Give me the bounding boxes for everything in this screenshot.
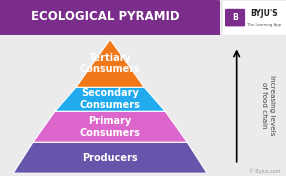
FancyBboxPatch shape (225, 9, 245, 26)
FancyBboxPatch shape (0, 0, 225, 35)
Text: B: B (232, 13, 238, 22)
Text: Tertiary
Consumers: Tertiary Consumers (80, 53, 140, 74)
Polygon shape (33, 111, 187, 142)
Text: ECOLOGICAL PYRAMID: ECOLOGICAL PYRAMID (31, 10, 180, 23)
Text: Increasing levels
of food chain: Increasing levels of food chain (261, 75, 275, 136)
Text: Secondary
Consumers: Secondary Consumers (80, 89, 140, 110)
Text: The Learning App: The Learning App (247, 23, 281, 27)
Polygon shape (76, 39, 144, 87)
Text: © Byjus.com: © Byjus.com (249, 169, 280, 174)
Text: Primary
Consumers: Primary Consumers (80, 116, 140, 137)
Polygon shape (13, 142, 207, 173)
FancyBboxPatch shape (221, 0, 286, 35)
Text: BYJU'S: BYJU'S (250, 9, 278, 18)
Text: Producers: Producers (82, 153, 138, 163)
Polygon shape (55, 87, 165, 111)
